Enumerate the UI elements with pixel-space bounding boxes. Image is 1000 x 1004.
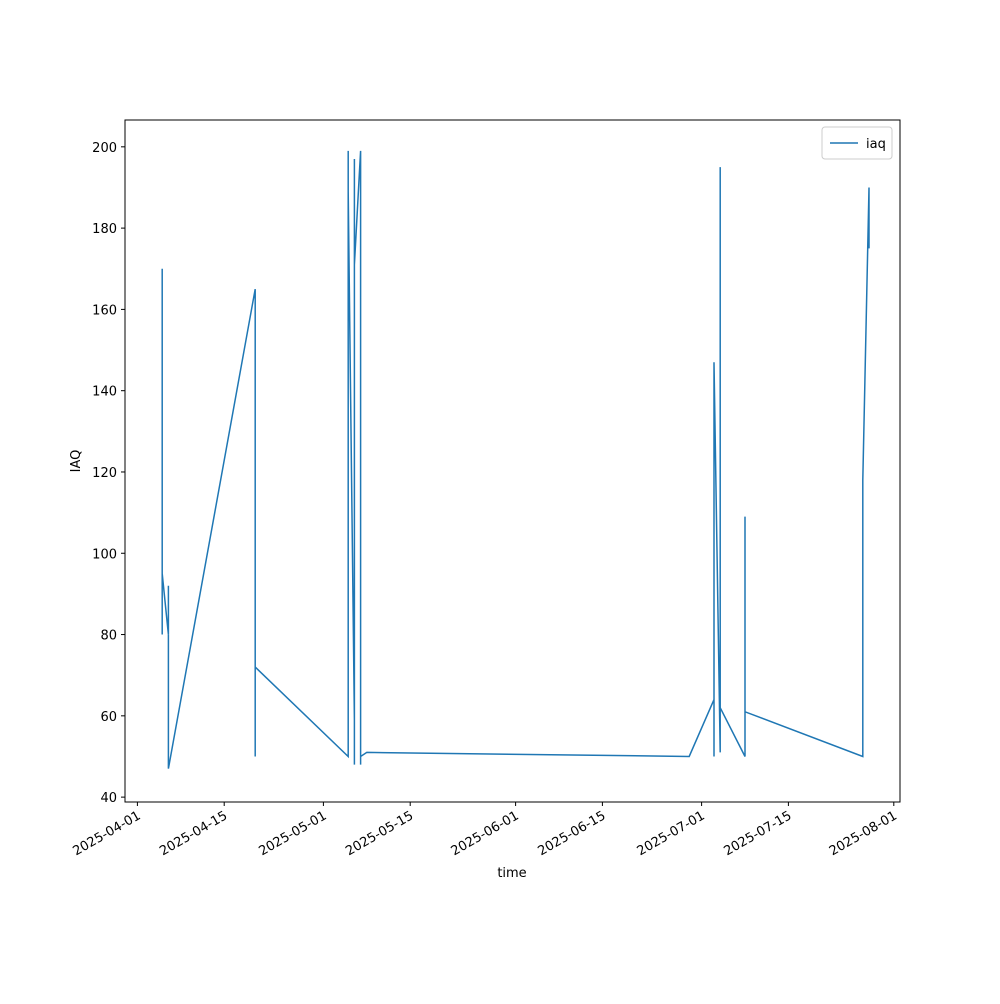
data-line (161, 150, 870, 769)
x-tick-label: 2025-07-15 (721, 808, 794, 859)
x-tick-label: 2025-07-01 (635, 808, 708, 859)
x-axis-label: time (497, 866, 526, 881)
x-tick-label: 2025-04-15 (157, 808, 230, 859)
x-tick-label: 2025-05-01 (256, 808, 329, 859)
y-axis-label: IAQ (69, 450, 84, 473)
x-tick-label: 2025-06-01 (449, 808, 522, 859)
y-tick-label: 140 (92, 385, 117, 400)
y-tick-label: 60 (100, 710, 117, 725)
y-tick-label: 100 (92, 547, 117, 562)
y-tick-label: 160 (92, 303, 117, 318)
y-tick-label: 80 (100, 629, 117, 644)
x-tick-label: 2025-04-01 (70, 808, 143, 859)
x-tick-label: 2025-05-15 (343, 808, 416, 859)
y-tick-label: 120 (92, 466, 117, 481)
x-tick-label: 2025-06-15 (535, 808, 608, 859)
y-tick-label: 200 (92, 141, 117, 156)
y-tick-label: 40 (100, 791, 117, 806)
x-tick-label: 2025-08-01 (827, 808, 900, 859)
y-tick-label: 180 (92, 222, 117, 237)
plot-frame (124, 119, 901, 803)
legend-label: iaq (866, 137, 886, 152)
